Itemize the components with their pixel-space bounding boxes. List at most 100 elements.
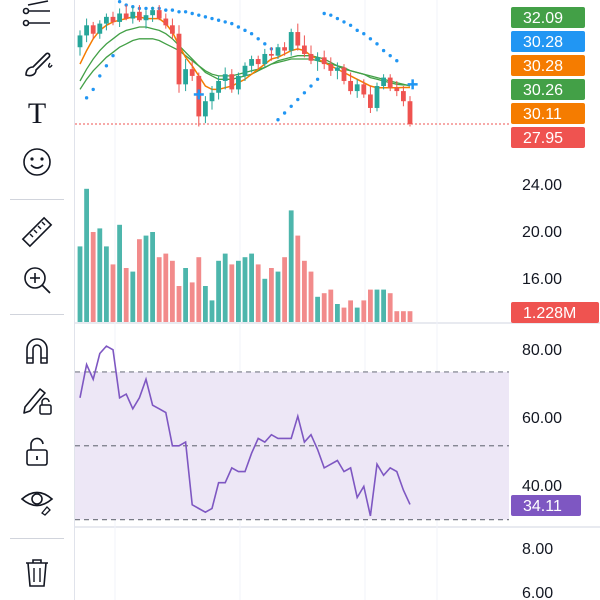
candle (123, 13, 129, 19)
candle (308, 53, 314, 61)
volume-bar (130, 271, 136, 322)
eye-icon (20, 491, 54, 516)
badge-value: 30.28 (523, 34, 563, 51)
ma-badge: 32.09 (511, 7, 585, 28)
chart-canvas[interactable]: 24.00 20.00 16.00 80.00 60.00 40.00 8.00… (75, 0, 600, 600)
tool-brush[interactable] (14, 44, 60, 84)
candle (242, 65, 248, 76)
volume-bar (209, 300, 215, 322)
text-tool-glyph: T (28, 97, 46, 129)
volume-bar (269, 268, 274, 322)
sar-dot (111, 53, 115, 58)
sar-dot (203, 15, 208, 19)
price-scale-label: 16.00 (522, 271, 562, 288)
candle (302, 45, 307, 54)
volume-bar (368, 289, 373, 322)
volume-panel[interactable] (77, 188, 413, 322)
volume-bar (341, 307, 347, 322)
tool-unlock[interactable] (14, 432, 60, 472)
candle (77, 35, 83, 48)
tool-text[interactable]: T (14, 92, 60, 132)
last-price-badge: 27.95 (511, 127, 585, 148)
volume-bar (123, 268, 129, 322)
chart-area[interactable]: 24.00 20.00 16.00 80.00 60.00 40.00 8.00… (75, 0, 600, 600)
candle (229, 74, 235, 90)
candle (189, 69, 195, 76)
tool-magnet[interactable] (14, 330, 60, 370)
candle (394, 87, 400, 92)
tool-line-tools[interactable] (14, 0, 60, 34)
volume-bar (137, 239, 142, 322)
candle (84, 25, 89, 36)
sar-dot (131, 5, 135, 9)
tool-trash[interactable] (14, 552, 60, 592)
volume-bar (196, 257, 202, 322)
sar-dot (249, 32, 254, 36)
candle (321, 57, 327, 65)
sar-dot (282, 111, 287, 115)
badge-value: 32.09 (523, 10, 563, 27)
drawing-toolbar: T (0, 0, 75, 600)
volume-bar (84, 188, 89, 322)
tool-emoji[interactable] (14, 142, 60, 182)
volume-bar (77, 246, 83, 322)
candle (288, 32, 294, 51)
candle (269, 53, 274, 56)
rsi-badge: 34.11 (511, 495, 581, 516)
tool-lock-drawings[interactable] (14, 380, 60, 420)
sar-dot (197, 13, 201, 17)
sar-dot (388, 53, 392, 58)
volume-bar (216, 260, 221, 322)
candle (255, 59, 261, 65)
volume-bar (189, 282, 195, 322)
candle (387, 77, 393, 88)
candle (170, 25, 175, 34)
badge-bg (511, 55, 585, 76)
volume-bar (203, 286, 208, 322)
badge-bg (511, 127, 585, 148)
candle (156, 10, 162, 19)
price-panel[interactable] (75, 0, 509, 127)
volume-bar (335, 304, 340, 322)
badge-bg (511, 103, 585, 124)
rsi-panel[interactable] (75, 345, 509, 521)
candle (282, 47, 287, 51)
volume-bar (394, 311, 400, 322)
sar-dot (98, 74, 102, 78)
sar-dot (375, 42, 379, 46)
volume-bar (97, 228, 103, 322)
rsi-scale-label: 60.00 (522, 410, 562, 427)
tool-zoom-in[interactable] (14, 260, 60, 300)
volume-bar (295, 235, 301, 322)
sar-dot (256, 37, 260, 41)
price-scale-label: 24.00 (522, 177, 562, 194)
volume-bar (150, 232, 155, 322)
sar-dot (289, 104, 293, 108)
tool-eye[interactable] (14, 480, 60, 520)
sar-dot (164, 8, 168, 12)
toolbar-divider (10, 314, 64, 315)
ma-badge: 30.28 (511, 55, 585, 76)
candle (295, 32, 301, 46)
sar-dot (263, 42, 267, 46)
emoji-icon (23, 148, 51, 176)
candle (374, 86, 380, 108)
candle (348, 80, 353, 92)
volume-bar (381, 289, 386, 322)
sar-dot (368, 37, 373, 41)
volume-bar (163, 253, 169, 322)
volume-bar (288, 210, 294, 322)
rsi-line (79, 345, 411, 517)
candle (104, 16, 109, 24)
badge-bg (511, 79, 585, 100)
volume-bar (176, 286, 182, 322)
sar-dot (177, 10, 181, 14)
tool-ruler[interactable] (14, 212, 60, 252)
candle (117, 13, 122, 22)
sar-dot (243, 28, 247, 33)
price-scale-label: 20.00 (522, 224, 562, 241)
zoom-in-icon (24, 267, 51, 294)
sar-dot (223, 20, 227, 24)
candle (143, 15, 149, 21)
line-tools-icon (22, 0, 50, 27)
